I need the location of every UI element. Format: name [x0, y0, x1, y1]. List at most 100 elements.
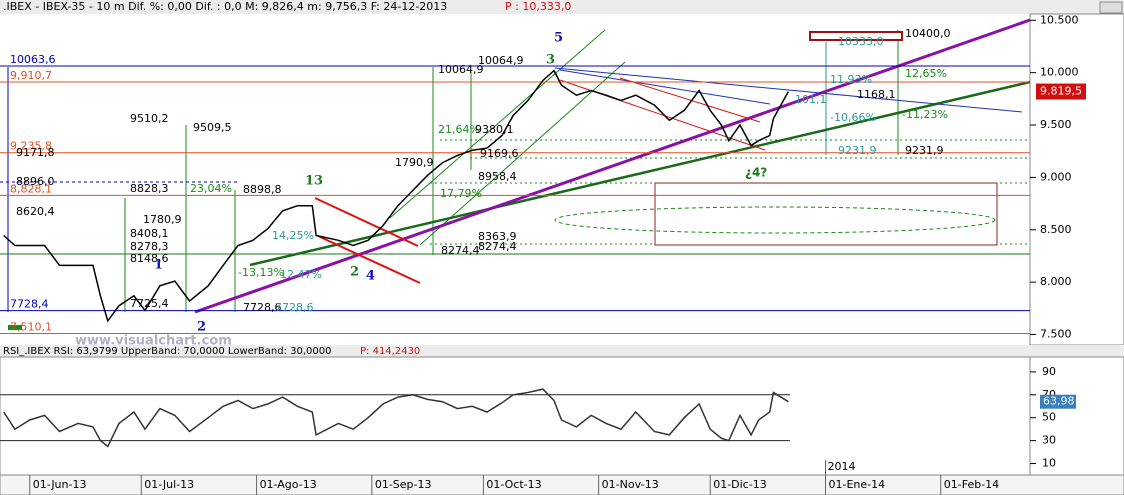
- chart-title-price: P : 10,333,0: [505, 0, 571, 13]
- annotation: 23,04%: [190, 182, 232, 195]
- rsi-y-tick-label: 90: [1042, 365, 1056, 378]
- wave-label: 3: [546, 53, 555, 68]
- rsi-panel: [0, 356, 1031, 476]
- level-label: 7728,4: [10, 298, 49, 311]
- series-line: [3, 388, 789, 448]
- x-tick-label: 01-Jul-13: [144, 478, 194, 491]
- annotation: 1168,1: [857, 88, 896, 101]
- annotation: 11,93%: [830, 73, 872, 86]
- x-tick-label: 01-Jun-13: [33, 478, 87, 491]
- annotation: 12,47%: [280, 268, 322, 281]
- x-tick-label: 01-Ago-13: [260, 478, 317, 491]
- y-tick-label: 10.500: [1040, 13, 1079, 26]
- channel-line: [419, 61, 626, 246]
- header-bar: [0, 0, 1124, 14]
- date-axis-panel: [0, 474, 1124, 495]
- level-label: 8,828,1: [10, 182, 52, 195]
- red-channel: [317, 235, 421, 284]
- trend-line: [249, 80, 1031, 267]
- annotation: 1780,9: [143, 213, 182, 226]
- annotation: 8274,4: [478, 240, 517, 253]
- annotation: 9231,9: [905, 144, 944, 157]
- wave-label: 5: [554, 31, 563, 46]
- last-price-label: 9.819,5: [1040, 85, 1082, 98]
- rsi-last-box: [1040, 394, 1076, 409]
- rsi-title: RSI_.IBEX RSI: 63,9799 UpperBand: 70,000…: [3, 346, 331, 357]
- rsi-title-price: P: 414,2430: [360, 346, 420, 357]
- annotation: 8958,4: [478, 170, 517, 183]
- y-tick-label: 9.500: [1040, 118, 1072, 131]
- series-line: [3, 69, 789, 323]
- x-tick-label: 01-Feb-14: [944, 478, 999, 491]
- wave-label: 2: [197, 320, 206, 335]
- annotation: 10400,0: [905, 27, 951, 40]
- annotation: 9169,6: [480, 147, 519, 160]
- annotation: 12,65%: [905, 67, 947, 80]
- annotation: 14,25%: [272, 229, 314, 242]
- watermark: www.visualchart.com: [75, 334, 232, 349]
- chart-title: .IBEX - IBEX-35 - 10 m Dif. %: 0,00 Dif.…: [3, 0, 447, 13]
- level-label: 7,510,1: [10, 320, 52, 333]
- level-label: 9,235,8: [10, 140, 52, 153]
- annotation: 21,64%: [438, 123, 480, 136]
- annotation: ¿4?: [745, 166, 767, 180]
- annotation: 8274,4: [441, 244, 480, 257]
- annotation: 17,79%: [440, 187, 482, 200]
- rsi-y-tick-label: 50: [1042, 411, 1056, 424]
- rsi-y-tick-label: 10: [1042, 457, 1056, 470]
- annotation: 8363,9: [478, 230, 517, 243]
- marker: [8, 325, 22, 330]
- resistance-line: [554, 67, 1023, 113]
- price-axis-panel: [1029, 13, 1124, 346]
- y-tick-label: 8.000: [1040, 275, 1072, 288]
- annotation: 10064,9: [438, 63, 484, 76]
- y-tick-label: 7.500: [1040, 328, 1072, 341]
- annotation: 9171,8: [16, 146, 55, 159]
- annotation: 1790,9: [395, 156, 434, 169]
- y-tick-label: 8.500: [1040, 223, 1072, 236]
- annotation: 8828,3: [130, 182, 169, 195]
- annotation: -13,13%: [238, 266, 284, 279]
- annotation: 9231,9: [838, 144, 877, 157]
- annotation: 8278,3: [130, 240, 169, 253]
- annotation: 7728,6: [243, 301, 282, 314]
- x-tick-label: 01-Sep-13: [375, 478, 432, 491]
- target-box: [654, 182, 998, 246]
- red-channel: [314, 197, 419, 247]
- wave-label: 4: [366, 269, 375, 284]
- year-label: 2014: [827, 460, 855, 473]
- x-tick-label: 01-Ene-14: [828, 478, 885, 491]
- annotation: 7728,6: [275, 301, 314, 314]
- wave-label: 2: [350, 265, 359, 280]
- drawings: [0, 18, 1031, 330]
- annotation: 10333,0: [838, 35, 884, 48]
- annotation: 8896,0: [16, 175, 55, 188]
- last-price-box: [1036, 83, 1086, 100]
- resistance-line: [559, 69, 771, 105]
- rsi-axis-panel: [1029, 356, 1124, 476]
- rsi-last-label: 63,98: [1043, 395, 1075, 408]
- x-tick-label: 01-Oct-13: [486, 478, 541, 491]
- target-ellipse: [554, 206, 996, 234]
- level-label: 9,910,7: [10, 69, 52, 82]
- annotation: 9509,5: [193, 121, 232, 134]
- x-tick-label: 01-Dic-13: [713, 478, 767, 491]
- annotation: 8620,4: [16, 205, 55, 218]
- x-tick-label: 01-Nov-13: [602, 478, 659, 491]
- level-label: 10063,6: [10, 53, 56, 66]
- y-tick-label: 9.000: [1040, 170, 1072, 183]
- annotation: 8148,6: [130, 252, 169, 265]
- annotation: 8898,8: [243, 183, 282, 196]
- annotation: 9380,1: [475, 123, 514, 136]
- channel-line: [389, 29, 606, 219]
- rsi-header-bar: [0, 345, 1124, 357]
- annotation: 9510,2: [130, 112, 169, 125]
- trend-line: [194, 18, 1031, 314]
- annotation: -11,23%: [902, 108, 948, 121]
- annotation: 10064,9: [478, 54, 524, 67]
- wave-label: 13: [305, 174, 323, 189]
- y-tick-label: 10.000: [1040, 66, 1079, 79]
- annotation: 101,1: [795, 93, 827, 106]
- window-buttons[interactable]: [1099, 1, 1123, 14]
